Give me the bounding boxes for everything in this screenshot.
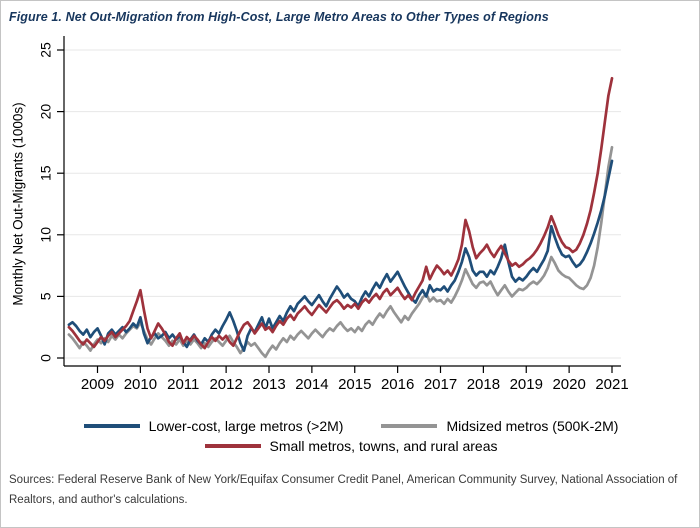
figure-title: Figure 1. Net Out-Migration from High-Co… [9, 10, 549, 24]
legend-row-1: Lower-cost, large metros (>2M) Midsized … [83, 418, 618, 434]
line-swatch-gray [381, 424, 438, 428]
svg-text:2020: 2020 [552, 376, 585, 393]
svg-text:20: 20 [38, 104, 54, 120]
line-chart: 0 5 10 15 20 25 Monthly Net Out-Migrants (1000… [1, 24, 700, 416]
legend-item-lower-cost-large-metros: Lower-cost, large metros (>2M) [83, 418, 344, 434]
legend-label: Lower-cost, large metros (>2M) [148, 418, 344, 434]
svg-text:15: 15 [38, 165, 54, 181]
svg-text:0: 0 [38, 354, 54, 362]
legend-label: Midsized metros (500K-2M) [446, 418, 619, 434]
legend-item-small-metros-rural: Small metros, towns, and rural areas [204, 438, 498, 454]
svg-text:2012: 2012 [209, 376, 242, 393]
svg-text:2017: 2017 [424, 376, 457, 393]
svg-text:2015: 2015 [338, 376, 371, 393]
chart-canvas: 0 5 10 15 20 25 Monthly Net Out-Migrants (1000… [11, 36, 629, 393]
svg-text:10: 10 [38, 227, 54, 243]
svg-text:2016: 2016 [381, 376, 414, 393]
svg-text:2010: 2010 [124, 376, 157, 393]
svg-text:2014: 2014 [295, 376, 328, 393]
svg-text:2009: 2009 [81, 376, 114, 393]
legend-label: Small metros, towns, and rural areas [269, 438, 498, 454]
chart-legend: Lower-cost, large metros (>2M) Midsized … [1, 418, 700, 454]
svg-text:2018: 2018 [467, 376, 500, 393]
svg-text:Monthly Net Out-Migrants (1000: Monthly Net Out-Migrants (1000s) [11, 102, 26, 305]
line-swatch-blue [83, 424, 140, 428]
svg-text:2011: 2011 [167, 376, 199, 393]
svg-text:2013: 2013 [252, 376, 285, 393]
svg-text:5: 5 [38, 292, 54, 300]
svg-text:2021: 2021 [595, 376, 628, 393]
sources-note: Sources: Federal Reserve Bank of New Yor… [9, 474, 678, 507]
line-swatch-red [204, 444, 261, 448]
legend-row-2: Small metros, towns, and rural areas [204, 438, 498, 454]
legend-item-midsized-metros: Midsized metros (500K-2M) [381, 418, 618, 434]
svg-text:25: 25 [38, 42, 54, 58]
svg-text:2019: 2019 [510, 376, 543, 393]
